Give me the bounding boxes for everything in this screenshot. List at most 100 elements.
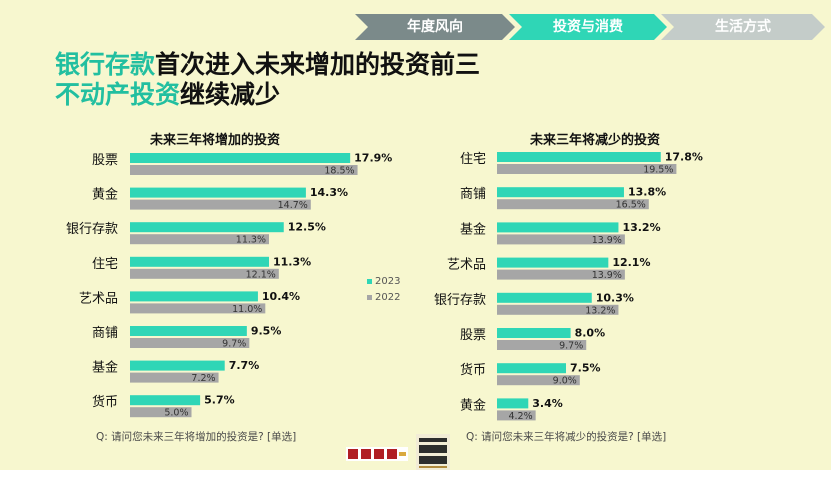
category-label-decrease: 黄金 [460, 397, 486, 413]
legend-item-2023: 2023 [367, 273, 400, 289]
bar-2022-decrease [497, 410, 536, 421]
best-logo-graphic [416, 434, 450, 470]
category-label-increase: 股票 [92, 153, 118, 168]
data-label-2023-decrease: 13.2% [622, 221, 660, 234]
bar-2023-decrease [497, 292, 592, 303]
category-label-decrease: 住宅 [460, 152, 486, 167]
category-label-decrease: 银行存款 [434, 293, 486, 308]
data-label-2023-increase: 5.7% [204, 394, 235, 407]
category-label-increase: 商铺 [92, 326, 118, 341]
data-label-2023-decrease: 17.8% [665, 151, 703, 164]
bar-2022-decrease [497, 304, 619, 315]
data-label-2022-decrease: 13.9% [592, 235, 622, 246]
bar-2022-increase [130, 372, 219, 383]
category-label-increase: 货币 [92, 394, 118, 410]
bar-2023-decrease [497, 363, 566, 374]
bar-2023-increase [130, 222, 284, 233]
category-label-decrease: 艺术品 [447, 258, 486, 273]
data-label-2023-increase: 11.3% [273, 255, 311, 268]
data-label-2022-decrease: 9.0% [553, 376, 577, 387]
legend-swatch-2023 [367, 278, 372, 284]
data-label-2023-decrease: 3.4% [532, 397, 563, 410]
bar-2023-decrease [497, 257, 609, 268]
data-label-2023-decrease: 13.8% [628, 186, 666, 199]
data-label-2023-decrease: 8.0% [575, 327, 606, 340]
chart-legend: 2023 2022 [367, 273, 400, 305]
data-label-2022-increase: 11.0% [232, 304, 262, 315]
data-label-2023-increase: 9.5% [251, 325, 282, 338]
headline-highlight-2: 不动产投资 [55, 80, 181, 109]
data-label-2022-increase: 5.0% [164, 408, 188, 419]
data-label-2023-decrease: 10.3% [596, 291, 634, 304]
data-label-2023-increase: 17.9% [354, 152, 392, 165]
hurun-logo-graphic [346, 447, 408, 461]
category-label-increase: 银行存款 [66, 222, 118, 237]
best-of-the-best-logo [416, 434, 450, 470]
bar-charts: 股票 17.9%18.5% 黄金 14.3%14.7% 银行存款 12.5% 11.3% 住宅… [66, 151, 703, 422]
hurun-logo [346, 447, 408, 464]
category-label-increase: 住宅 [92, 257, 118, 272]
bar-2023-increase [130, 153, 351, 163]
bar-2023-decrease [497, 328, 571, 338]
bar-2022-increase [130, 303, 266, 314]
chart-title-decrease: 未来三年将减少的投资 [530, 133, 661, 148]
bar-2023-decrease [497, 187, 624, 198]
section-nav: 年度风向 投资与消费 生活方式 [355, 14, 825, 40]
data-label-2022-increase: 12.1% [246, 269, 276, 280]
footnote-decrease: Q: 请问您未来三年将减少的投资是? [单选] [466, 431, 667, 443]
data-label-2023-decrease: 7.5% [570, 362, 601, 375]
data-label-2022-decrease: 19.5% [643, 165, 673, 176]
bar-2022-increase [130, 268, 279, 279]
legend-swatch-2022 [367, 294, 372, 300]
bar-2022-increase [130, 234, 269, 245]
nav-tab-lifestyle[interactable]: 生活方式 [661, 14, 825, 40]
bar-2023-increase [130, 256, 269, 267]
bar-2023-increase [130, 326, 247, 336]
bar-2022-decrease [497, 234, 625, 245]
data-label-2023-increase: 12.5% [288, 221, 326, 234]
headline-text-2: 继续减少 [180, 80, 281, 109]
bar-2023-increase [130, 395, 201, 406]
bar-2022-increase [130, 338, 250, 348]
category-label-decrease: 股票 [460, 328, 486, 343]
bar-2022-decrease [497, 164, 677, 174]
bar-2023-increase [130, 187, 306, 198]
bar-2022-decrease [497, 375, 580, 386]
data-label-2022-increase: 9.7% [222, 339, 246, 350]
bar-2022-increase [130, 165, 358, 175]
bar-2023-increase [130, 360, 225, 371]
category-label-decrease: 基金 [460, 221, 486, 237]
data-label-2022-decrease: 13.2% [585, 305, 615, 316]
data-label-2023-increase: 7.7% [229, 359, 260, 372]
category-label-increase: 黄金 [92, 187, 118, 203]
bar-2022-decrease [497, 269, 625, 280]
bar-2023-decrease [497, 222, 619, 233]
slide-background: 年度风向 投资与消费 生活方式 银行存款 首次进入未来增加的投资前三 不动产投资继… [0, 0, 831, 470]
data-label-2022-decrease: 16.5% [616, 200, 646, 211]
nav-tab-investment-consumption[interactable]: 投资与消费 [509, 14, 667, 40]
category-label-increase: 基金 [92, 360, 118, 376]
data-label-2022-decrease: 4.2% [508, 411, 532, 422]
data-label-2022-increase: 14.7% [278, 200, 308, 211]
data-label-2023-increase: 10.4% [262, 290, 300, 303]
data-label-2023-increase: 14.3% [310, 186, 348, 199]
legend-label-2022: 2022 [375, 291, 401, 303]
category-label-decrease: 商铺 [460, 187, 486, 202]
data-label-2022-decrease: 13.9% [592, 270, 622, 281]
legend-item-2022: 2022 [367, 289, 400, 305]
legend-label-2023: 2023 [375, 275, 401, 287]
bar-2023-increase [130, 291, 258, 302]
footnote-increase: Q: 请问您未来三年将增加的投资是? [单选] [96, 431, 297, 443]
bar-2022-increase [130, 199, 311, 210]
bar-2023-decrease [497, 398, 529, 409]
headline-text-1: 首次进入未来增加的投资前三 [155, 50, 481, 79]
data-label-2022-increase: 11.3% [236, 235, 266, 246]
bar-2022-decrease [497, 340, 587, 350]
nav-tab-annual-trends[interactable]: 年度风向 [355, 14, 515, 40]
chart-title-increase: 未来三年将增加的投资 [150, 133, 281, 148]
data-label-2022-increase: 7.2% [191, 373, 215, 384]
bar-2022-decrease [497, 199, 649, 210]
bar-2023-decrease [497, 152, 661, 162]
bar-2022-increase [130, 407, 192, 418]
data-label-2022-decrease: 9.7% [559, 341, 583, 352]
